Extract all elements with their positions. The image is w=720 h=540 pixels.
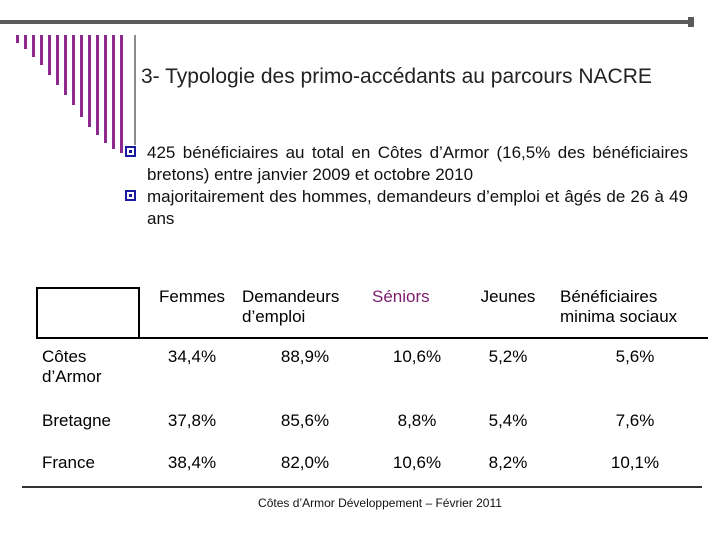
slide-title: 3- Typologie des primo-accédants au parc…	[141, 65, 652, 88]
col-header: Femmes	[158, 287, 226, 306]
col-header: Bénéficiaires minima sociaux	[560, 287, 678, 326]
cell: 7,6%	[615, 411, 655, 430]
bullet-item: majoritairement des hommes, demandeurs d…	[125, 186, 688, 230]
cell: 88,9%	[280, 347, 330, 366]
cell: 8,8%	[397, 411, 437, 430]
checkbox-bullet-icon	[125, 190, 136, 201]
table-row: France 38,4% 82,0% 10,6% 8,2% 10,1%	[36, 443, 716, 485]
cell: 38,4%	[167, 453, 217, 472]
cell: 10,1%	[610, 453, 660, 472]
bullet-item: 425 bénéficiaires au total en Côtes d’Ar…	[125, 142, 688, 186]
cell: 5,6%	[615, 347, 655, 366]
cell: 82,0%	[280, 453, 330, 472]
cell: 37,8%	[167, 411, 217, 430]
title-divider	[134, 35, 136, 145]
footer-divider	[22, 486, 702, 488]
table-row: Côtes d’Armor 34,4% 88,9% 10,6% 5,2% 5,6…	[36, 337, 716, 401]
row-label: Bretagne	[42, 411, 111, 430]
footer-credit: Côtes d’Armor Développement – Février 20…	[258, 496, 502, 510]
comparison-table: Femmes Demandeurs d’emploi Séniors Jeune…	[36, 287, 716, 485]
row-label: Côtes d’Armor	[42, 347, 102, 386]
bullet-text: majoritairement des hommes, demandeurs d…	[147, 187, 688, 228]
table-row: Bretagne 37,8% 85,6% 8,8% 5,4% 7,6%	[36, 401, 716, 443]
cell: 34,4%	[167, 347, 217, 366]
bullet-text: 425 bénéficiaires au total en Côtes d’Ar…	[147, 143, 688, 184]
corner-cell	[36, 287, 146, 337]
cell: 5,4%	[488, 411, 528, 430]
col-header: Demandeurs d’emploi	[242, 287, 340, 326]
bullet-list: 425 bénéficiaires au total en Côtes d’Ar…	[125, 142, 688, 230]
cell: 10,6%	[392, 347, 442, 366]
col-header: Jeunes	[480, 287, 536, 306]
col-header: Séniors	[372, 287, 430, 306]
top-rule	[0, 20, 694, 24]
top-rule-end	[688, 17, 694, 27]
cell: 10,6%	[392, 453, 442, 472]
checkbox-bullet-icon	[125, 146, 136, 157]
cell: 5,2%	[488, 347, 528, 366]
cell: 85,6%	[280, 411, 330, 430]
cell: 8,2%	[488, 453, 528, 472]
row-label: France	[42, 453, 95, 472]
